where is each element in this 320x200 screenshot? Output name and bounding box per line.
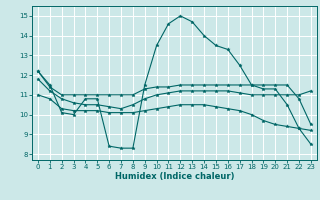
X-axis label: Humidex (Indice chaleur): Humidex (Indice chaleur) [115,172,234,181]
